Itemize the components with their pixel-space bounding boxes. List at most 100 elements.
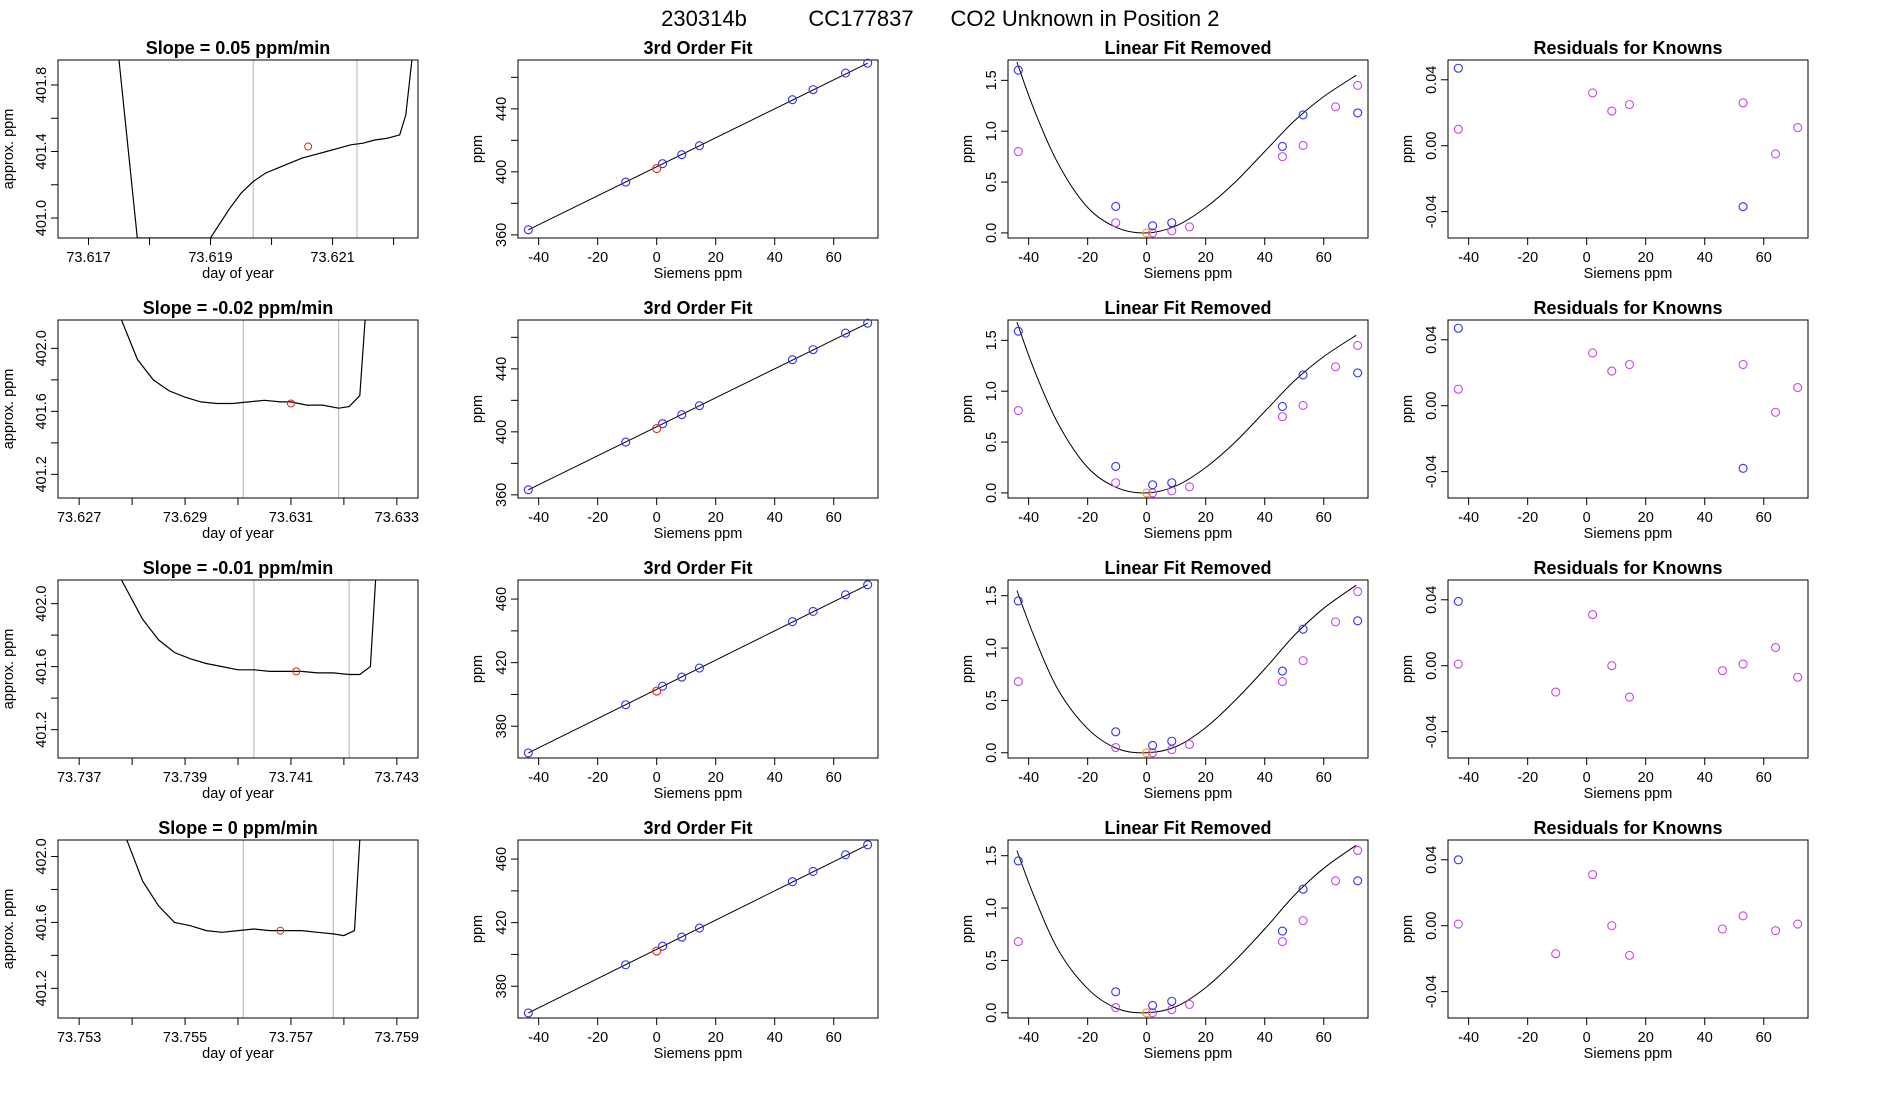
plot-frame bbox=[517, 579, 879, 759]
point-blue bbox=[863, 58, 873, 68]
x-tick-label: 73.737 bbox=[57, 770, 101, 786]
point-magenta bbox=[1453, 384, 1463, 394]
trace-line bbox=[118, 60, 413, 238]
point-blue bbox=[1277, 141, 1287, 152]
point-red bbox=[652, 686, 662, 696]
x-tick-label: 60 bbox=[1316, 250, 1332, 266]
x-tick-label: 60 bbox=[1316, 1030, 1332, 1046]
y-tick-label: 402.0 bbox=[34, 330, 50, 366]
point-magenta bbox=[1588, 870, 1598, 880]
fit-4: 3rd Order Fit -40 -20 0 20 40 60 380 420 460 Sieme… bbox=[470, 818, 879, 1062]
x-tick-label: 73.629 bbox=[163, 510, 207, 526]
point-magenta bbox=[1013, 937, 1023, 947]
fit-line bbox=[528, 62, 868, 231]
y-tick-label: 0.04 bbox=[1424, 846, 1440, 874]
y-tick-label: 401.6 bbox=[34, 904, 50, 940]
point-magenta bbox=[1738, 911, 1748, 921]
x-tick-label: 40 bbox=[1257, 770, 1273, 786]
point-orange bbox=[1142, 748, 1152, 758]
point-magenta bbox=[1277, 937, 1287, 947]
x-axis-label: day of year bbox=[202, 526, 274, 542]
y-tick-label: 1.5 bbox=[984, 846, 1000, 866]
y-tick-label: 400 bbox=[494, 160, 510, 184]
x-tick-label: 0 bbox=[1143, 510, 1151, 526]
point-magenta bbox=[1624, 692, 1635, 702]
point-magenta bbox=[1793, 123, 1803, 133]
plot-frame bbox=[1447, 839, 1809, 1019]
y-axis-label: ppm bbox=[1400, 395, 1416, 423]
y-tick-label: 0.5 bbox=[984, 432, 1000, 452]
panel-title: 3rd Order Fit bbox=[643, 38, 752, 58]
x-tick-label: 60 bbox=[1316, 510, 1332, 526]
point-magenta bbox=[1770, 643, 1781, 653]
panel-title: Slope = -0.02 ppm/min bbox=[143, 298, 334, 318]
point-magenta bbox=[1588, 348, 1598, 358]
y-axis-label: ppm bbox=[960, 915, 976, 943]
plot-area bbox=[120, 320, 366, 498]
x-tick-label: 40 bbox=[767, 770, 783, 786]
point-magenta bbox=[1013, 146, 1023, 157]
residuals-2: Residuals for Knowns -40 -20 0 20 40 60 -0.04 0.… bbox=[1400, 298, 1809, 542]
x-tick-label: 20 bbox=[1198, 510, 1214, 526]
point-blue bbox=[808, 345, 818, 355]
point-blue bbox=[1013, 65, 1023, 75]
y-tick-label: 0.00 bbox=[1424, 392, 1440, 420]
panel-title: Slope = 0 ppm/min bbox=[158, 818, 318, 838]
point-blue bbox=[621, 960, 631, 970]
y-axis-label: ppm bbox=[470, 915, 486, 943]
point-magenta bbox=[1793, 383, 1803, 393]
y-tick-label: 1.0 bbox=[984, 638, 1000, 658]
point-blue bbox=[1013, 596, 1023, 606]
plot-area bbox=[528, 322, 868, 491]
x-tick-label: -20 bbox=[587, 250, 608, 266]
point-blue bbox=[1738, 463, 1748, 473]
point-orange bbox=[1142, 1008, 1152, 1018]
fit-line bbox=[528, 844, 868, 1014]
figure-title-tank: CC177837 bbox=[808, 6, 913, 31]
point-magenta bbox=[1551, 949, 1561, 959]
point-magenta bbox=[1330, 102, 1341, 112]
x-tick-label: 60 bbox=[826, 770, 842, 786]
x-tick-label: -40 bbox=[528, 510, 549, 526]
point-blue bbox=[1298, 624, 1308, 634]
point-magenta bbox=[1330, 617, 1341, 627]
x-tick-label: 20 bbox=[708, 250, 724, 266]
point-blue bbox=[1738, 202, 1748, 212]
y-axis-label: ppm bbox=[470, 135, 486, 163]
x-tick-label: 73.743 bbox=[375, 770, 419, 786]
point-magenta bbox=[1588, 88, 1598, 98]
point-blue bbox=[523, 225, 533, 235]
x-tick-label: -20 bbox=[1077, 250, 1098, 266]
point-magenta bbox=[1184, 482, 1195, 492]
panel-title: Linear Fit Removed bbox=[1104, 38, 1271, 58]
point-blue bbox=[1148, 221, 1158, 231]
point-blue bbox=[863, 840, 873, 850]
plot-area bbox=[120, 580, 377, 758]
y-tick-label: 0.00 bbox=[1424, 652, 1440, 680]
point-blue bbox=[863, 318, 873, 328]
point-magenta bbox=[1770, 926, 1781, 936]
fit-2: 3rd Order Fit -40 -20 0 20 40 60 360 400 440 Sieme… bbox=[470, 298, 879, 542]
y-tick-label: 1.5 bbox=[984, 586, 1000, 606]
point-blue bbox=[1111, 461, 1121, 472]
y-tick-label: 420 bbox=[494, 911, 510, 935]
y-tick-label: -0.04 bbox=[1424, 455, 1440, 488]
y-axis-label: approx. ppm bbox=[1, 369, 17, 450]
point-magenta bbox=[1277, 412, 1287, 422]
plot-area bbox=[528, 844, 868, 1014]
point-magenta bbox=[1111, 742, 1121, 753]
point-blue bbox=[1453, 855, 1463, 865]
point-blue bbox=[1453, 596, 1463, 606]
residuals-3: Residuals for Knowns -40 -20 0 20 40 60 -0.04 0.… bbox=[1400, 558, 1809, 802]
x-tick-label: -40 bbox=[1018, 1030, 1039, 1046]
trace-line bbox=[120, 580, 377, 676]
x-axis-label: day of year bbox=[202, 1046, 274, 1062]
x-tick-label: -40 bbox=[1018, 770, 1039, 786]
trace-line bbox=[120, 320, 366, 409]
point-blue bbox=[1277, 666, 1287, 676]
plot-area bbox=[528, 62, 868, 231]
point-blue bbox=[1167, 736, 1177, 746]
y-axis-label: ppm bbox=[960, 395, 976, 423]
y-axis-label: approx. ppm bbox=[1, 629, 17, 710]
